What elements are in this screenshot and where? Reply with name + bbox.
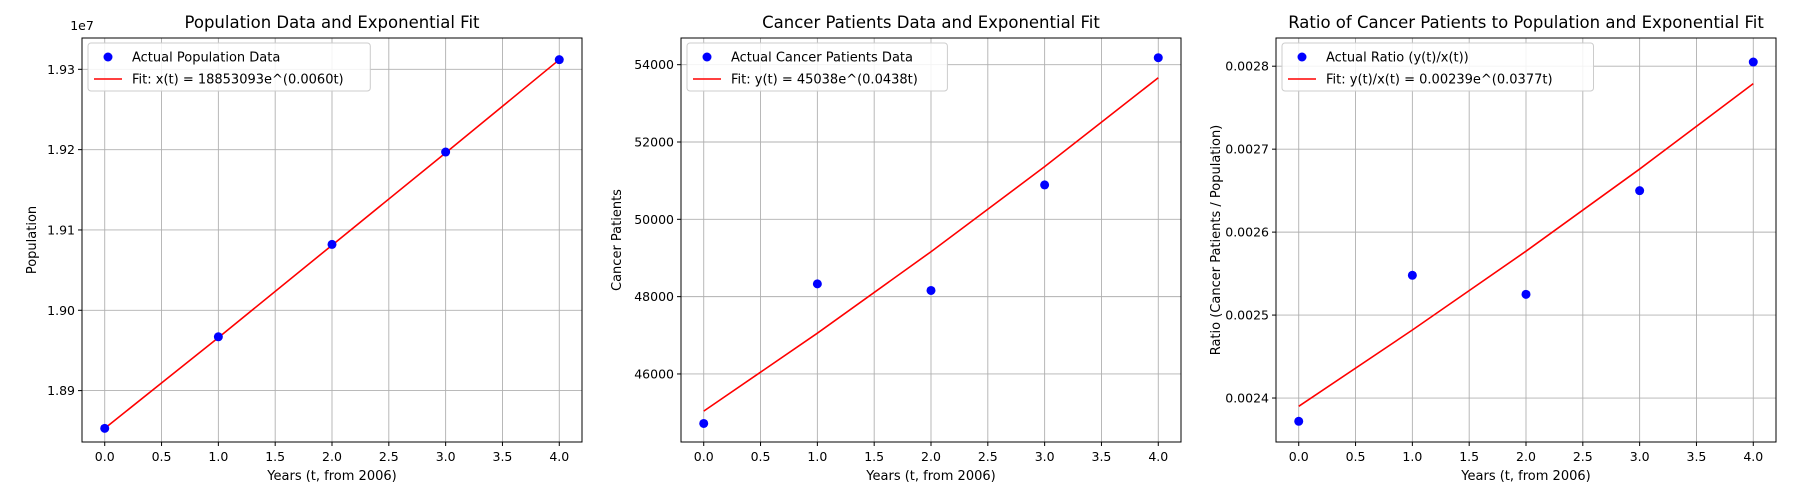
axis-offset-label: 1e7 xyxy=(70,18,94,33)
data-point xyxy=(926,285,936,295)
x-tick-label: 0.5 xyxy=(1346,449,1366,464)
data-point xyxy=(554,55,564,65)
x-tick-label: 1.5 xyxy=(265,449,285,464)
y-tick-label: 1.91 xyxy=(47,222,75,237)
data-point xyxy=(441,147,451,157)
y-tick-label: 1.93 xyxy=(47,62,75,77)
x-tick-label: 3.5 xyxy=(1687,449,1707,464)
y-tick-label: 0.0028 xyxy=(1225,59,1269,74)
legend-label: Fit: y(t)/x(t) = 0.00239e^(0.0377t) xyxy=(1326,73,1553,88)
y-axis-label: Population xyxy=(25,206,40,274)
x-tick-label: 2.5 xyxy=(379,449,399,464)
x-tick-label: 2.0 xyxy=(322,449,342,464)
legend: Actual Cancer Patients Data Fit: y(t) = 4… xyxy=(686,42,948,92)
y-tick-label: 0.0026 xyxy=(1225,225,1269,240)
chart-title: Ratio of Cancer Patients to Population a… xyxy=(1288,13,1764,32)
x-tick-label: 2.5 xyxy=(1573,449,1593,464)
chart-panel-2: 0.0 0.5 1.0 1.5 2.0 2.5 3.0 3.5 4.0 46000 48000 500… xyxy=(610,13,1182,484)
y-tick-label: 1.90 xyxy=(47,303,75,318)
data-point xyxy=(1635,186,1645,196)
data-point xyxy=(213,332,223,342)
legend-label: Actual Cancer Patients Data xyxy=(731,51,913,66)
chart-title: Cancer Patients Data and Exponential Fit xyxy=(762,13,1100,32)
y-tick-label: 0.0024 xyxy=(1225,391,1269,406)
x-tick-label: 2.0 xyxy=(921,449,941,464)
x-axis-label: Years (t, from 2006) xyxy=(266,469,396,484)
legend-box xyxy=(1281,42,1594,92)
legend-box xyxy=(686,42,948,92)
y-tick-label: 0.0027 xyxy=(1225,142,1269,157)
legend-marker-scatter xyxy=(103,52,113,62)
data-point xyxy=(1153,53,1163,63)
x-tick-label: 2.5 xyxy=(978,449,998,464)
x-tick-label: 3.5 xyxy=(493,449,513,464)
x-tick-label: 4.0 xyxy=(1148,449,1168,464)
legend-box xyxy=(87,42,371,92)
data-point xyxy=(100,423,110,433)
legend: Actual Ratio (y(t)/x(t)) Fit: y(t)/x(t) =… xyxy=(1281,42,1594,92)
data-point xyxy=(812,279,822,289)
data-point xyxy=(1748,57,1758,67)
chart-panel-1: 0.0 0.5 1.0 1.5 2.0 2.5 3.0 3.5 4.0 1.89 1.90 1.91 1… xyxy=(25,13,583,484)
data-point xyxy=(699,418,709,428)
x-tick-label: 3.0 xyxy=(436,449,456,464)
x-tick-label: 1.0 xyxy=(1402,449,1422,464)
x-tick-label: 1.0 xyxy=(807,449,827,464)
legend-label: Fit: y(t) = 45038e^(0.0438t) xyxy=(731,73,918,88)
x-tick-label: 1.5 xyxy=(1459,449,1479,464)
legend-label: Actual Population Data xyxy=(132,51,280,66)
x-tick-label: 2.0 xyxy=(1516,449,1536,464)
x-tick-label: 0.5 xyxy=(152,449,172,464)
data-point xyxy=(1040,180,1050,190)
x-tick-label: 0.0 xyxy=(95,449,115,464)
data-point xyxy=(1521,289,1531,299)
y-tick-label: 1.92 xyxy=(47,142,75,157)
legend: Actual Population Data Fit: x(t) = 188530… xyxy=(87,42,371,92)
y-tick-label: 48000 xyxy=(634,289,674,304)
fit-line xyxy=(1298,82,1754,407)
x-tick-label: 4.0 xyxy=(549,449,569,464)
x-tick-label: 0.0 xyxy=(694,449,714,464)
y-tick-label: 54000 xyxy=(634,57,674,72)
x-tick-label: 1.5 xyxy=(864,449,884,464)
y-axis-label: Ratio (Cancer Patients / Population) xyxy=(1209,125,1224,356)
x-axis-label: Years (t, from 2006) xyxy=(865,469,995,484)
data-point xyxy=(327,239,337,249)
y-tick-label: 0.0025 xyxy=(1225,308,1269,323)
y-tick-label: 46000 xyxy=(634,366,674,381)
data-point xyxy=(1407,270,1417,280)
x-tick-label: 1.0 xyxy=(208,449,228,464)
x-tick-label: 3.0 xyxy=(1035,449,1055,464)
legend-marker-scatter xyxy=(1297,52,1307,62)
chart-panel-3: 0.0 0.5 1.0 1.5 2.0 2.5 3.0 3.5 4.0 0.0024 0.0025 0… xyxy=(1209,13,1777,484)
x-tick-label: 4.0 xyxy=(1743,449,1763,464)
x-axis-label: Years (t, from 2006) xyxy=(1460,469,1590,484)
y-tick-label: 50000 xyxy=(634,212,674,227)
fit-line xyxy=(703,77,1159,412)
y-axis-label: Cancer Patients xyxy=(610,189,625,291)
y-tick-label: 1.89 xyxy=(47,383,75,398)
legend-label: Actual Ratio (y(t)/x(t)) xyxy=(1326,51,1469,66)
legend-label: Fit: x(t) = 18853093e^(0.0060t) xyxy=(132,73,344,88)
data-point xyxy=(1294,416,1304,426)
x-tick-label: 3.5 xyxy=(1092,449,1112,464)
x-tick-label: 0.0 xyxy=(1289,449,1309,464)
x-tick-label: 0.5 xyxy=(751,449,771,464)
legend-marker-scatter xyxy=(702,52,712,62)
y-tick-label: 52000 xyxy=(634,134,674,149)
chart-title: Population Data and Exponential Fit xyxy=(184,13,480,32)
x-tick-label: 3.0 xyxy=(1630,449,1650,464)
